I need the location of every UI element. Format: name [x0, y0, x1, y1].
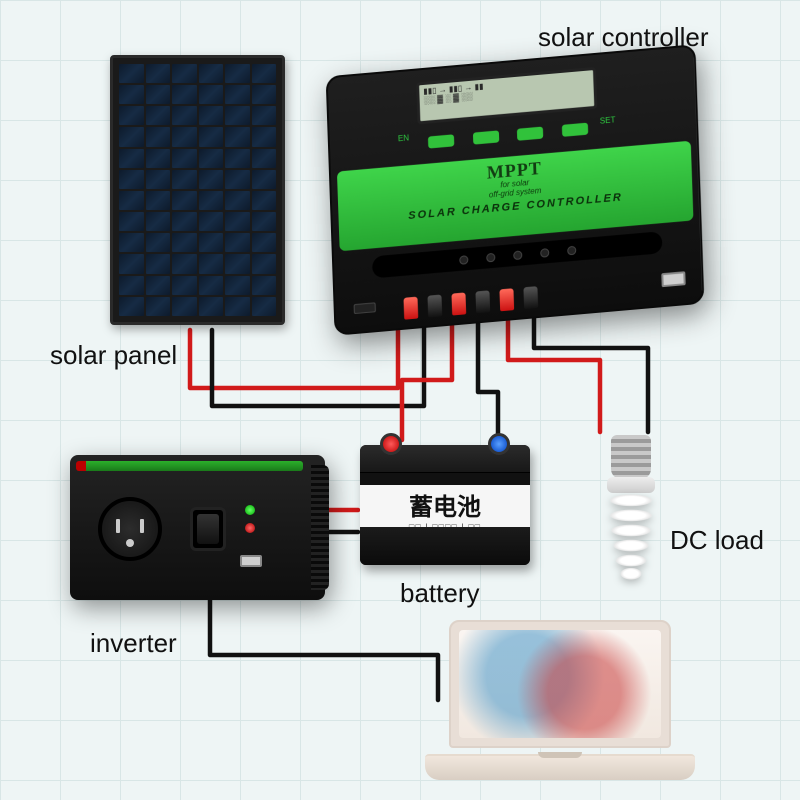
bulb-base-icon [611, 435, 651, 479]
terminal-load-neg [523, 286, 538, 309]
inverter-usb-port [240, 555, 262, 567]
terminal-pv-pos [403, 297, 418, 320]
battery: 蓄电池 □□ | □□□□ | □□ [360, 445, 530, 565]
battery-label-cjk: 蓄电池 [360, 485, 530, 522]
battery-post-positive [380, 433, 402, 455]
controller-button[interactable] [473, 130, 499, 144]
controller-button[interactable] [517, 127, 543, 141]
inverter-top-trim [76, 461, 303, 471]
solar-charge-controller: ▮▮▯ → ▮▮▯ → ▮▮░░ ▓ ░ ▓ ░░ EN SET MPPT fo… [326, 44, 705, 336]
terminal-bat-pos [451, 292, 466, 315]
label-battery: battery [400, 578, 480, 609]
inverter-ac-outlet [98, 497, 162, 561]
solar-panel [110, 55, 285, 325]
dc-load-bulb [585, 435, 675, 585]
battery-label-strip: 蓄电池 □□ | □□□□ | □□ [360, 485, 530, 527]
battery-case [360, 527, 530, 565]
terminal-pv-neg [427, 294, 442, 317]
terminal-bat-neg [475, 290, 490, 313]
label-dc-load: DC load [670, 525, 764, 556]
terminal-load-pos [499, 288, 514, 311]
laptop-notch [538, 752, 582, 758]
controller-usb-port [661, 271, 685, 287]
controller-button[interactable] [562, 123, 588, 137]
inverter [70, 455, 325, 600]
label-inverter: inverter [90, 628, 177, 659]
laptop-screen [449, 620, 671, 748]
laptop-wallpaper [459, 630, 661, 738]
controller-aux-port [354, 302, 376, 314]
controller-btn-label-left: EN [398, 133, 409, 143]
inverter-power-switch[interactable] [190, 507, 226, 551]
inverter-led-green [245, 505, 255, 515]
battery-post-negative [488, 433, 510, 455]
ac-load-laptop [425, 620, 695, 780]
label-solar-panel: solar panel [50, 340, 177, 371]
controller-button[interactable] [428, 134, 454, 148]
inverter-led-red [245, 523, 255, 533]
inverter-vent [311, 465, 329, 590]
controller-btn-label-right: SET [600, 115, 616, 125]
bulb-spiral-icon [595, 491, 667, 585]
